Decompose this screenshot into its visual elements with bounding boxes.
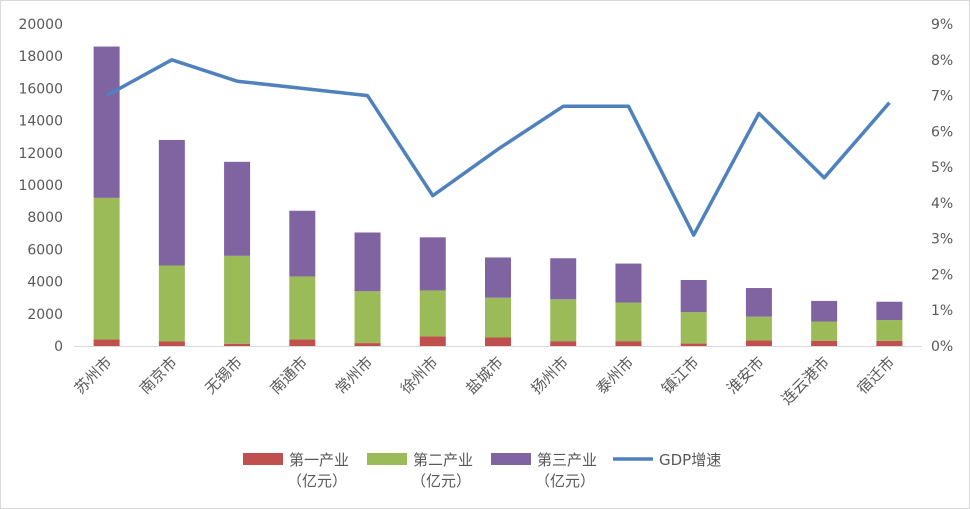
bar-segment-2 <box>680 312 707 344</box>
y-right-tick-label: 3% <box>931 232 953 248</box>
category-label: 镇江市 <box>658 353 703 398</box>
bar-segment-3 <box>876 301 903 321</box>
bar-segment-3 <box>354 232 381 292</box>
y-left-tick-label: 18000 <box>18 49 63 65</box>
category-label: 南通市 <box>267 353 312 398</box>
bar-segment-1 <box>158 341 185 346</box>
legend-label: 第二产业 <box>413 451 473 469</box>
y-right-tick-label: 5% <box>931 160 953 176</box>
gdp-growth-line <box>105 58 891 237</box>
y-left-tick-label: 14000 <box>18 114 63 130</box>
category-label: 扬州市 <box>528 353 573 398</box>
y-right-tick-label: 8% <box>931 53 953 69</box>
category-label: 无锡市 <box>201 353 246 398</box>
bar-segment-2 <box>745 316 772 341</box>
category-label: 徐州市 <box>397 353 442 398</box>
category-label: 盐城市 <box>462 353 507 398</box>
legend-label: 第一产业 <box>289 451 349 469</box>
category-label: 泰州市 <box>593 353 638 398</box>
bar-segment-2 <box>224 255 251 344</box>
bar-segment-3 <box>550 258 577 300</box>
y-right-tick-label: 6% <box>931 124 953 140</box>
bar-segment-1 <box>811 340 838 346</box>
bar-segment-3 <box>158 139 185 266</box>
bar-segment-3 <box>224 161 251 256</box>
bar-segment-1 <box>289 339 316 346</box>
bar-segment-1 <box>615 341 642 346</box>
bar-segment-2 <box>615 302 642 342</box>
legend-swatch <box>491 453 531 465</box>
y-left-tick-label: 6000 <box>27 242 63 258</box>
category-label: 苏州市 <box>71 353 116 398</box>
bar-segment-2 <box>485 297 511 338</box>
legend-label-unit: （亿元） <box>535 472 595 490</box>
legend-label-unit: （亿元） <box>287 472 347 490</box>
legend-swatch <box>243 453 283 465</box>
bar-segment-1 <box>485 337 511 346</box>
bar-segment-3 <box>811 300 838 322</box>
y-left-tick-label: 0 <box>54 339 63 355</box>
bar-segment-3 <box>615 263 642 303</box>
bar-segment-2 <box>419 290 446 337</box>
category-label: 南京市 <box>136 353 181 398</box>
y-left-tick-label: 8000 <box>27 210 63 226</box>
bar-segment-1 <box>745 340 772 346</box>
y-right-tick-label: 9% <box>931 17 953 33</box>
bar-segment-1 <box>419 336 446 346</box>
y-right-tick-label: 2% <box>931 267 953 283</box>
y-right-tick-label: 7% <box>931 89 953 105</box>
bar-segment-1 <box>876 340 903 346</box>
bar-segment-2 <box>158 265 185 342</box>
bar-segment-3 <box>680 279 707 313</box>
legend-label-unit: （亿元） <box>411 472 471 490</box>
y-left-tick-label: 16000 <box>18 81 63 97</box>
y-left-tick-label: 20000 <box>18 17 63 33</box>
y-right-tick-label: 1% <box>931 303 953 319</box>
bar-segment-2 <box>93 197 120 340</box>
bar-segment-2 <box>550 299 577 342</box>
y-left-tick-label: 2000 <box>27 307 63 323</box>
category-label: 淮安市 <box>723 353 768 398</box>
bar-segment-1 <box>224 343 251 346</box>
bar-segment-1 <box>680 343 707 346</box>
bar-segment-2 <box>354 291 381 344</box>
bar-segment-3 <box>485 257 511 298</box>
category-label: 常州市 <box>332 353 377 398</box>
bar-segment-2 <box>289 276 316 340</box>
bar-segment-1 <box>550 341 577 346</box>
bar-segment-3 <box>93 46 120 198</box>
bar-segment-3 <box>745 288 772 317</box>
bar-segment-1 <box>93 339 120 346</box>
y-right-tick-label: 0% <box>931 339 953 355</box>
bar-segment-2 <box>876 320 903 341</box>
bar-segment-2 <box>811 321 838 341</box>
bar-segment-1 <box>354 343 381 346</box>
bar-segment-3 <box>419 237 446 291</box>
legend-label: 第三产业 <box>537 451 597 469</box>
bar-segment-3 <box>289 210 316 277</box>
y-left-tick-label: 10000 <box>18 178 63 194</box>
y-left-tick-label: 12000 <box>18 146 63 162</box>
category-label: 宿迁市 <box>854 353 899 398</box>
y-right-tick-label: 4% <box>931 196 953 212</box>
legend-swatch <box>367 453 407 465</box>
y-left-tick-label: 4000 <box>27 275 63 291</box>
category-label: 连云港市 <box>778 353 833 408</box>
legend-label: GDP增速 <box>659 451 721 469</box>
